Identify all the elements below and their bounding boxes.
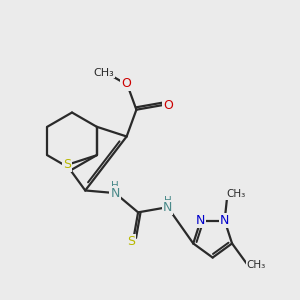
Text: N: N [163,201,172,214]
Text: H: H [164,196,172,206]
Text: CH₃: CH₃ [93,68,114,78]
Text: O: O [121,77,131,90]
Text: S: S [63,158,71,172]
Text: CH₃: CH₃ [226,189,245,199]
Text: CH₃: CH₃ [247,260,266,270]
Text: N: N [220,214,229,227]
Text: N: N [110,187,120,200]
Text: N: N [196,214,205,227]
Text: O: O [163,99,173,112]
Text: H: H [111,182,119,191]
Text: S: S [127,235,135,248]
